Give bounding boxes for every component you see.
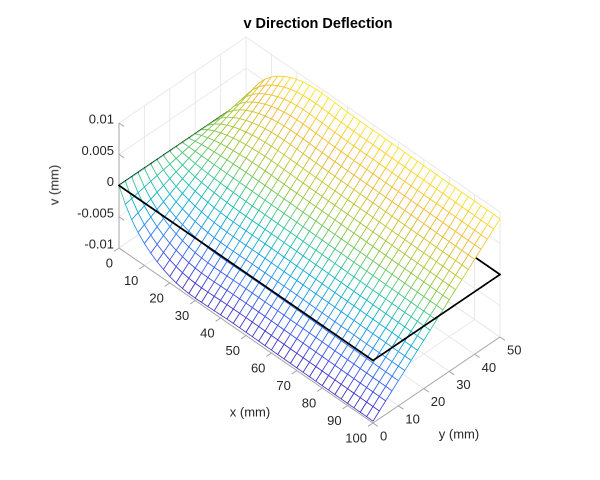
x-axis-label: x (mm) xyxy=(229,404,271,420)
chart-title: v Direction Deflection xyxy=(243,16,393,32)
y-axis-label: y (mm) xyxy=(438,426,480,442)
z-axis-label: v (mm) xyxy=(46,164,62,206)
